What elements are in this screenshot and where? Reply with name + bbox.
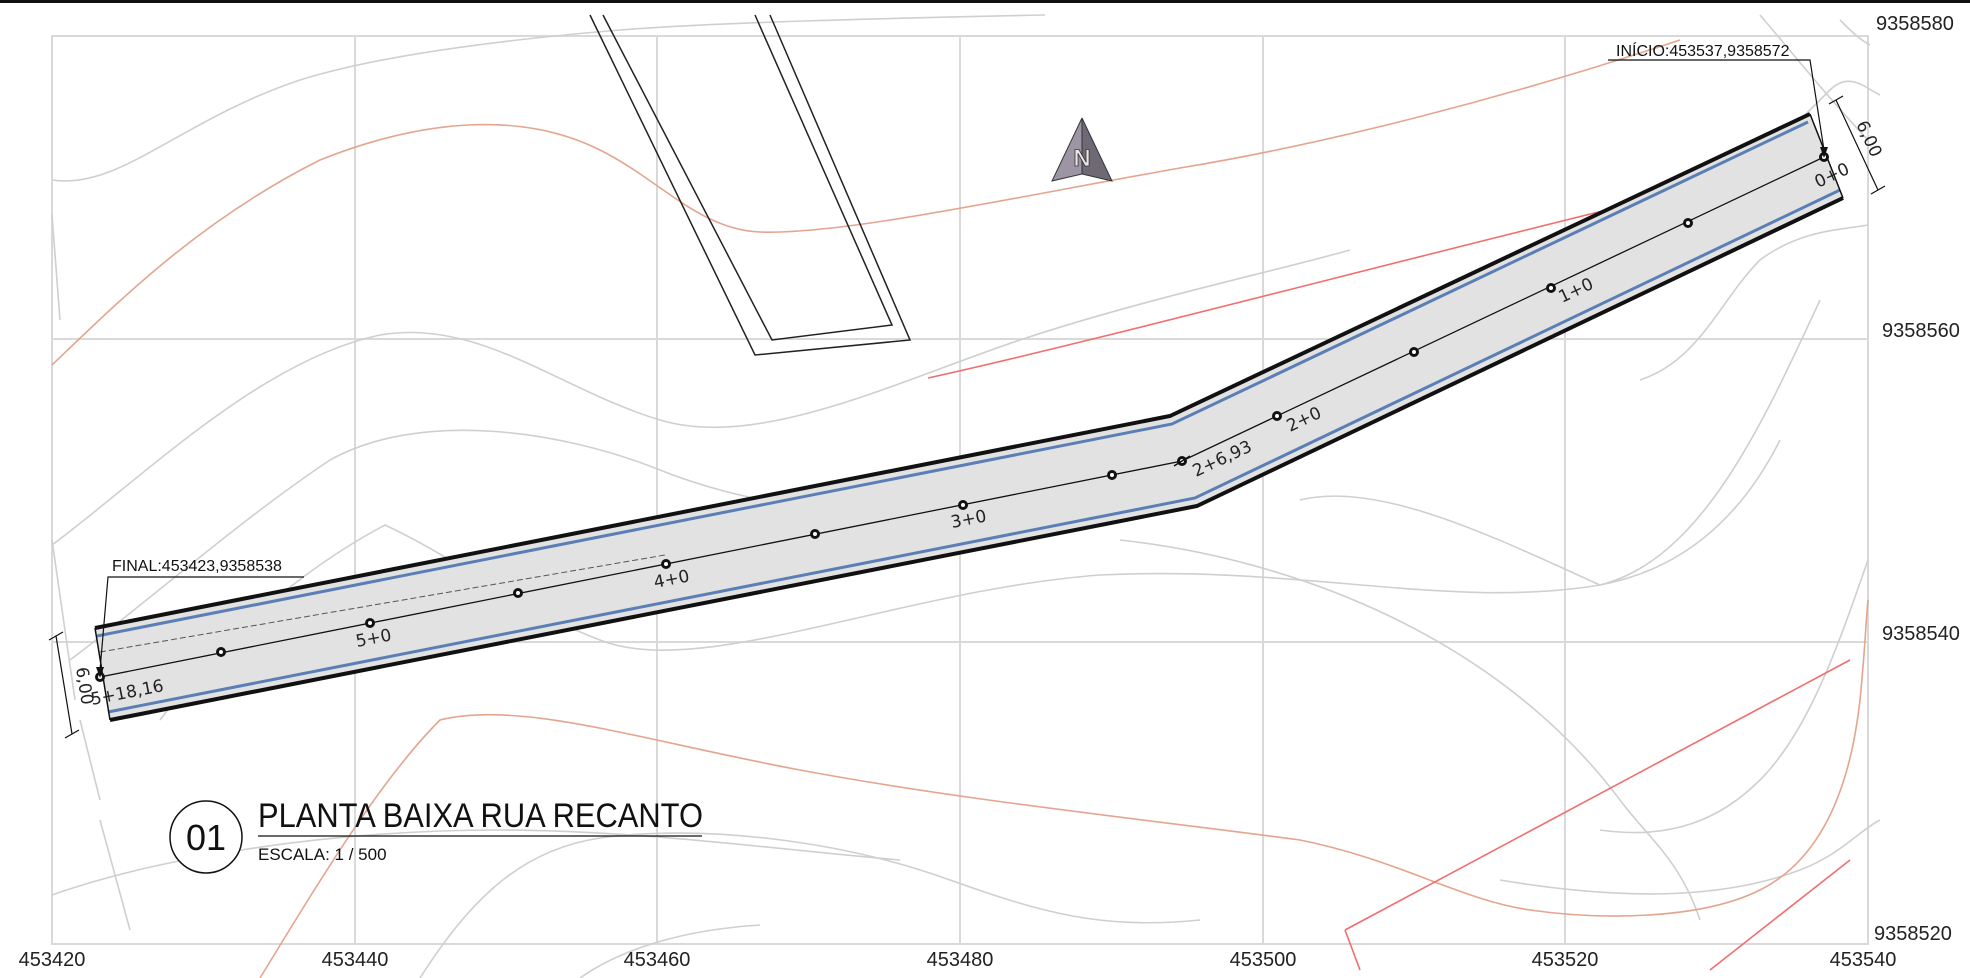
x-coordinate-label: 453500 bbox=[1230, 949, 1297, 971]
drawing-title-block: 01 PLANTA BAIXA RUA RECANTO ESCALA: 1 / … bbox=[169, 797, 703, 874]
start-callout: INÍCIO:453537,9358572 bbox=[1608, 41, 1828, 158]
centerline-offset bbox=[99, 554, 666, 653]
station-marker-icon bbox=[513, 588, 523, 598]
width-label-end: 6,00 bbox=[71, 666, 97, 707]
contour-line bbox=[51, 214, 131, 931]
station-markers bbox=[95, 152, 1829, 682]
contour-line bbox=[1499, 819, 1881, 895]
station-marker-icon bbox=[1546, 283, 1556, 293]
road-pavement bbox=[95, 114, 1843, 720]
x-coordinate-label: 453520 bbox=[1532, 949, 1599, 971]
north-arrow-letter: N bbox=[1073, 145, 1090, 172]
road-edge-south bbox=[109, 196, 1844, 722]
contour-line bbox=[51, 14, 1046, 182]
road-edge-north bbox=[94, 112, 1811, 630]
end-coordinate-label: FINAL:453423,9358538 bbox=[112, 558, 282, 575]
start-leader-arrow bbox=[1820, 147, 1828, 158]
north-arrow-right bbox=[1081, 117, 1113, 182]
contour-lines bbox=[51, 14, 1881, 978]
contour-line bbox=[1599, 559, 1869, 834]
x-coordinate-label: 453480 bbox=[927, 949, 994, 971]
station-marker-icon bbox=[810, 529, 820, 539]
drawing-title: PLANTA BAIXA RUA RECANTO bbox=[258, 797, 703, 835]
contour-line bbox=[51, 249, 1351, 546]
contour-line bbox=[419, 832, 1201, 978]
end-callout: FINAL:453423,9358538 bbox=[96, 558, 304, 678]
dimension-line bbox=[1835, 99, 1879, 191]
x-coordinate-label: 453460 bbox=[624, 949, 691, 971]
width-label-start: 6,00 bbox=[1851, 118, 1885, 161]
north-arrow-icon: N bbox=[1051, 117, 1113, 182]
station-marker-icon bbox=[365, 618, 375, 628]
contour-line bbox=[1119, 539, 1701, 921]
station-marker-icon bbox=[958, 500, 968, 510]
y-coordinate-label: 9358520 bbox=[1874, 923, 1952, 945]
contour-index-line bbox=[259, 599, 1869, 978]
end-leader-arrow bbox=[96, 667, 104, 678]
contour-line bbox=[1759, 14, 1869, 141]
coordinate-grid bbox=[51, 35, 1869, 945]
dimension-tick bbox=[48, 631, 64, 641]
contour-line bbox=[1839, 19, 1871, 46]
end-leader bbox=[99, 576, 304, 671]
drawing-scale: ESCALA: 1 / 500 bbox=[258, 845, 387, 864]
x-coordinate-label: 453420 bbox=[19, 949, 86, 971]
pc-tick bbox=[1173, 455, 1191, 467]
property-line bbox=[1344, 929, 1361, 971]
lot-boundary bbox=[589, 14, 912, 356]
station-marker-icon bbox=[216, 647, 226, 657]
dimension-tick bbox=[64, 729, 80, 739]
station-marker-icon bbox=[1409, 347, 1419, 357]
station-marker-icon bbox=[1272, 411, 1282, 421]
property-line bbox=[927, 191, 1681, 379]
y-coordinate-label: 9358540 bbox=[1882, 623, 1960, 645]
station-marker-icon bbox=[661, 559, 671, 569]
dimension-tick bbox=[1828, 95, 1844, 105]
property-line bbox=[1709, 859, 1851, 971]
x-axis-labels: 453420 453440 453460 453480 453500 45352… bbox=[19, 949, 1897, 971]
road-curb-north bbox=[96, 120, 1809, 638]
top-border bbox=[0, 0, 1970, 3]
station-marker-icon bbox=[1107, 470, 1117, 480]
x-coordinate-label: 453440 bbox=[322, 949, 389, 971]
road-alignment bbox=[94, 112, 1844, 722]
start-coordinate-label: INÍCIO:453537,9358572 bbox=[1616, 41, 1790, 60]
contour-index-line bbox=[51, 39, 1681, 366]
y-axis-labels: 9358580 9358560 9358540 9358520 bbox=[1874, 13, 1960, 945]
contour-line bbox=[51, 829, 901, 896]
property-line bbox=[1344, 659, 1851, 931]
contour-line bbox=[1299, 299, 1821, 586]
lot-boundary-inner bbox=[602, 14, 894, 341]
drawing-number: 01 bbox=[186, 817, 226, 858]
road-curb-south bbox=[107, 188, 1841, 714]
property-lines bbox=[589, 14, 1851, 971]
dimension-tick bbox=[1870, 185, 1886, 195]
y-coordinate-label: 9358560 bbox=[1882, 320, 1960, 342]
start-leader bbox=[1608, 59, 1825, 151]
contour-line bbox=[1639, 224, 1869, 381]
x-coordinate-label: 453540 bbox=[1830, 949, 1897, 971]
y-coordinate-label: 9358580 bbox=[1876, 13, 1954, 35]
drawing-number-circle bbox=[169, 800, 243, 874]
dimension-line bbox=[55, 635, 73, 735]
contour-line bbox=[579, 924, 761, 978]
station-marker-icon bbox=[1683, 218, 1693, 228]
